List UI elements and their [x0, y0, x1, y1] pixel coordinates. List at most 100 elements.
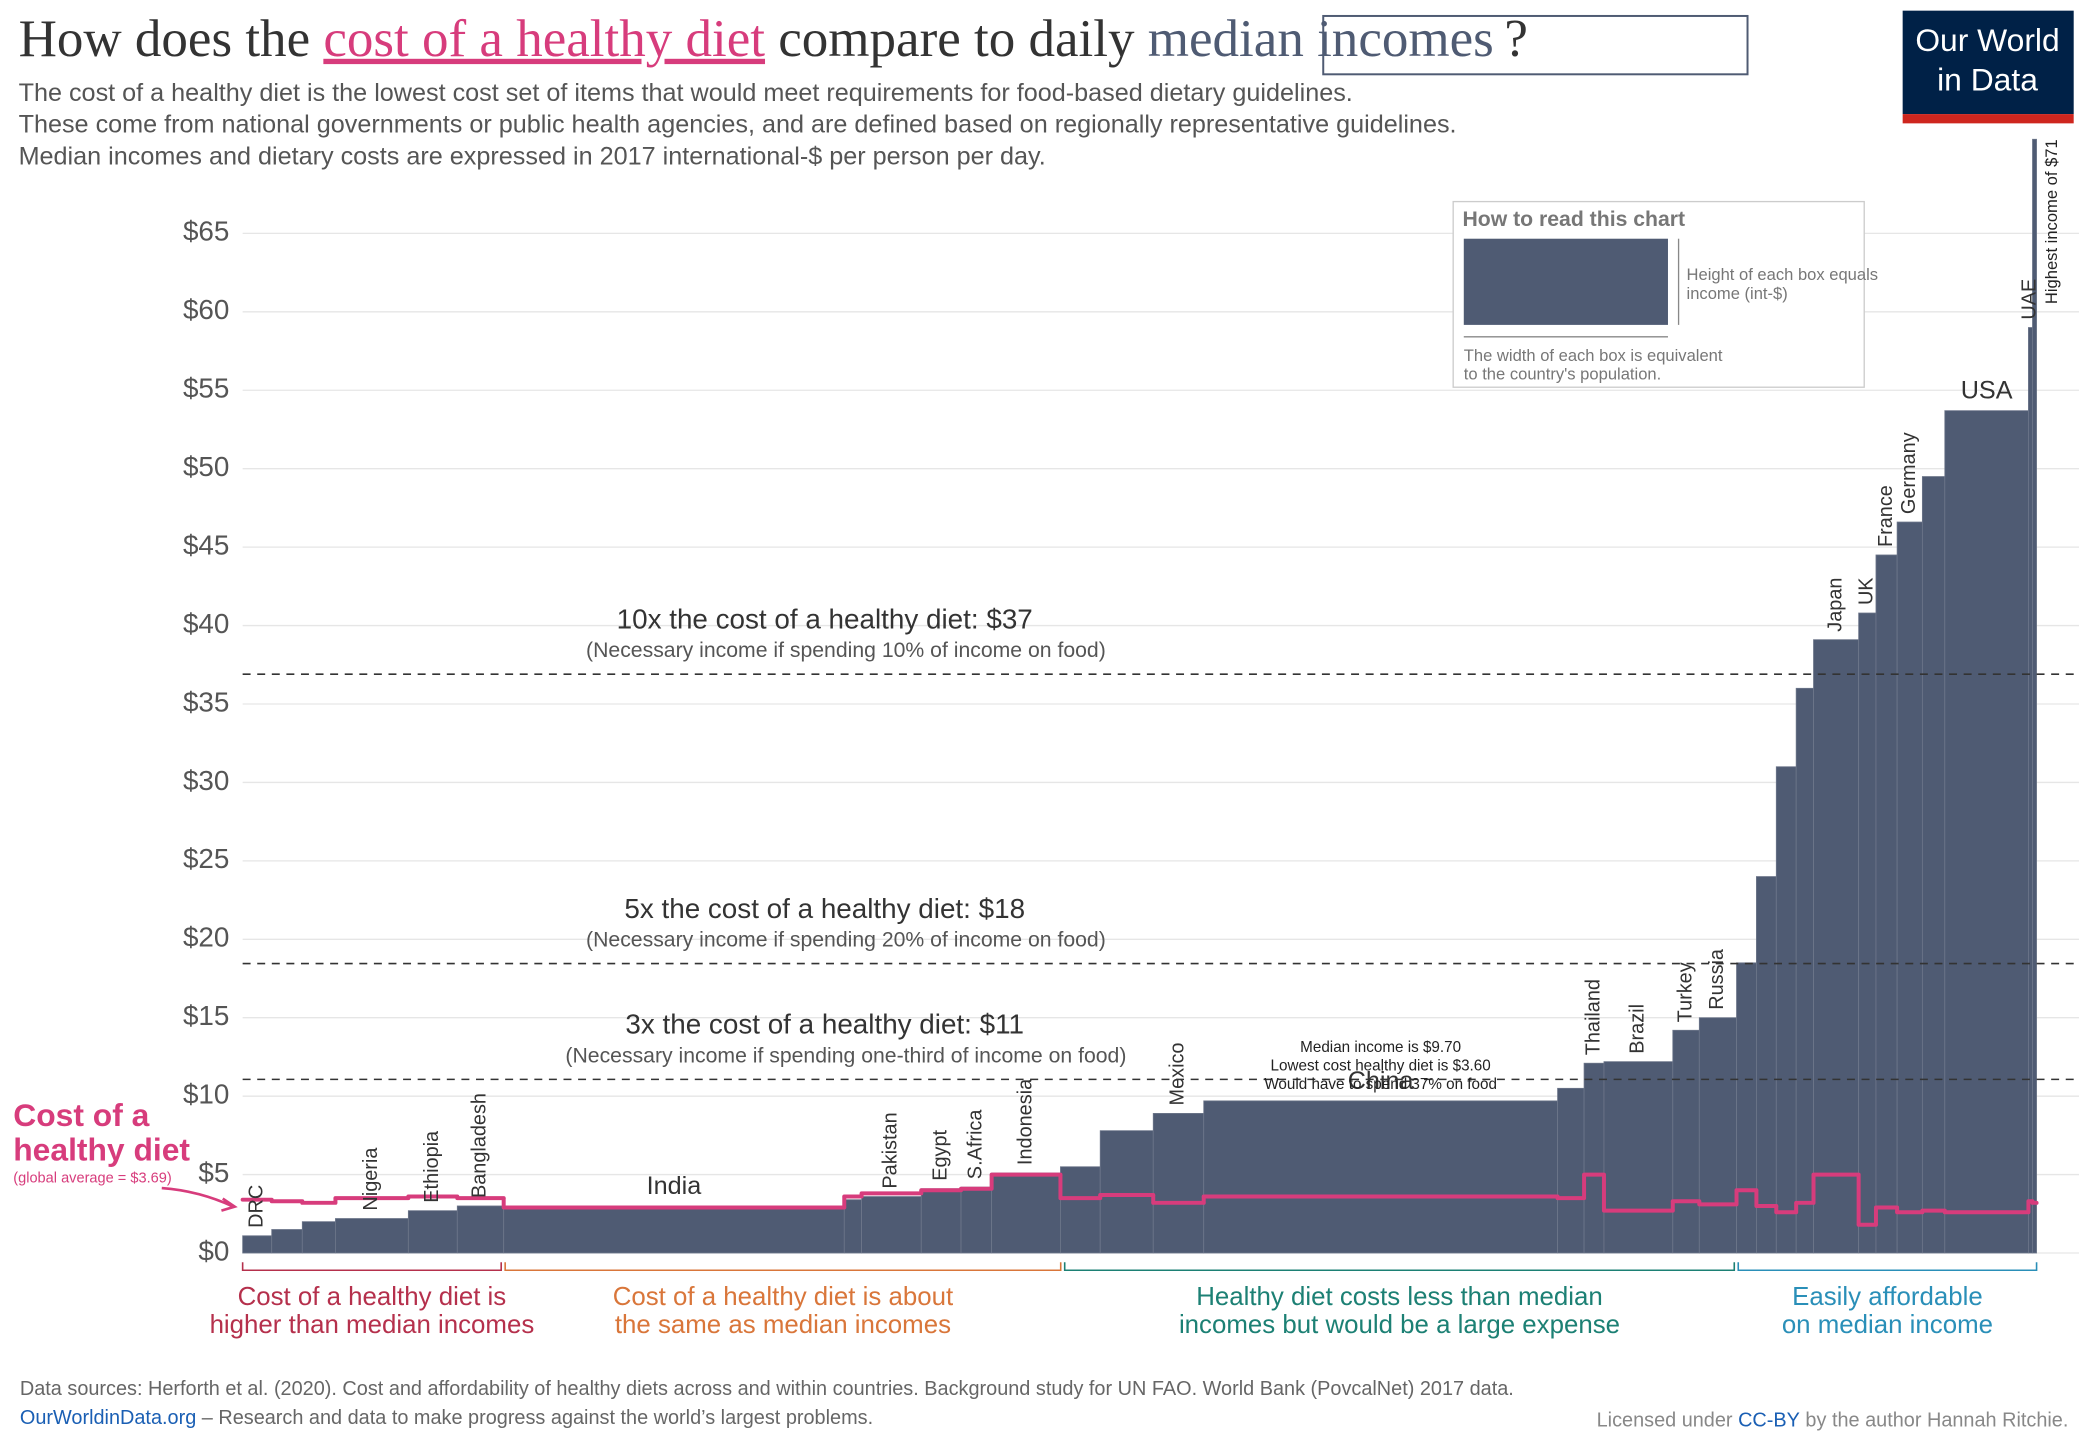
chart-title: How does the cost of a healthy diet comp… — [19, 10, 1528, 68]
how-to-read-text: to the country's population. — [1464, 365, 1661, 384]
china-note: Would have to spend 37% on food — [1264, 1076, 1497, 1093]
bar — [1756, 876, 1777, 1254]
bar — [1795, 687, 1814, 1254]
bar — [920, 1188, 962, 1254]
y-tick-label: $35 — [183, 686, 229, 717]
logo-bar — [1902, 114, 2074, 124]
how-to-read-text: Height of each box equals — [1687, 265, 1879, 284]
title-part: compare to daily — [765, 10, 1148, 68]
group-label: Cost of a healthy diet is — [238, 1283, 507, 1311]
country-label: USA — [1961, 377, 2013, 405]
logo-text: Our World — [1915, 22, 2059, 58]
group-label: Cost of a healthy diet is about — [613, 1283, 954, 1311]
bar — [503, 1205, 845, 1254]
country-label: Japan — [1824, 578, 1846, 632]
bar — [335, 1218, 409, 1254]
bar — [407, 1210, 458, 1254]
license: Licensed under CC-BY by the author Hanna… — [1597, 1410, 2069, 1432]
title-highlight: median incomes — [1148, 10, 1494, 68]
y-tick-label: $65 — [183, 216, 229, 247]
how-to-read-text: income (int-$) — [1687, 284, 1788, 303]
group-label: Healthy diet costs less than median — [1196, 1283, 1603, 1311]
group-bracket — [1737, 1262, 2038, 1272]
bar — [456, 1205, 505, 1254]
subtitle: Median incomes and dietary costs are exp… — [19, 142, 1046, 170]
subtitle: These come from national governments or … — [19, 111, 1457, 139]
country-label: India — [647, 1172, 703, 1200]
country-label: Indonesia — [1014, 1078, 1036, 1165]
y-tick-label: $20 — [183, 922, 229, 953]
country-label: Brazil — [1627, 1004, 1649, 1054]
country-label: China — [1348, 1067, 1415, 1095]
bar — [1775, 766, 1797, 1254]
china-note: Median income is $9.70 — [1300, 1039, 1461, 1056]
logo[interactable] — [1902, 10, 2074, 115]
y-tick-label: $5 — [198, 1157, 229, 1188]
how-to-read-text: The width of each box is equivalent — [1464, 346, 1723, 365]
y-tick-label: $10 — [183, 1079, 229, 1110]
y-tick-label: $50 — [183, 451, 229, 482]
logo-text: in Data — [1937, 62, 2038, 98]
sources: Data sources: Herforth et al. (2020). Co… — [20, 1378, 1514, 1400]
title-part: How does the — [19, 10, 324, 68]
y-tick-label: $15 — [183, 1000, 229, 1031]
y-tick-label: $25 — [183, 843, 229, 874]
bar — [1152, 1113, 1205, 1254]
bar — [960, 1186, 993, 1254]
title-highlight: cost of a healthy diet — [323, 10, 765, 68]
country-label: France — [1875, 485, 1897, 547]
group-label: Easily affordable — [1792, 1283, 1983, 1311]
bar — [1944, 410, 2029, 1254]
bar — [271, 1229, 303, 1254]
diet-arrow — [161, 1186, 238, 1212]
subtitle: The cost of a healthy diet is the lowest… — [19, 79, 1353, 107]
country-label: Bangladesh — [469, 1093, 491, 1198]
bar — [1921, 476, 1946, 1254]
bar — [2028, 327, 2033, 1254]
group-label: incomes but would be a large expense — [1179, 1311, 1620, 1339]
bar — [991, 1172, 1061, 1254]
bar — [2032, 138, 2037, 1254]
y-tick-label: $40 — [183, 608, 229, 639]
country-label: UK — [1856, 577, 1878, 605]
how-to-read-sample — [1463, 238, 1668, 325]
country-label: S.Africa — [965, 1109, 987, 1180]
license-link[interactable]: CC-BY — [1738, 1410, 1800, 1432]
bar — [1060, 1166, 1101, 1254]
bar — [301, 1221, 336, 1254]
group-bracket — [1063, 1262, 1736, 1272]
bar — [242, 1235, 273, 1254]
country-label: Thailand — [1582, 979, 1604, 1055]
bar — [1099, 1130, 1154, 1254]
country-label: Nigeria — [360, 1147, 382, 1211]
reference-note: (Necessary income if spending 10% of inc… — [586, 639, 1106, 662]
country-label: Russia — [1706, 948, 1728, 1010]
y-tick-label: $60 — [183, 294, 229, 325]
license-text: Licensed under — [1597, 1410, 1738, 1432]
country-label: Egypt — [929, 1129, 951, 1180]
bar — [1698, 1017, 1737, 1254]
y-tick-label: $55 — [183, 373, 229, 404]
site-link[interactable]: OurWorldinData.org — [20, 1407, 196, 1429]
title-part: ? — [1504, 10, 1528, 68]
country-label: Ethiopia — [421, 1130, 443, 1203]
china-note: Lowest cost healthy diet is $3.60 — [1271, 1057, 1491, 1074]
country-label: Turkey — [1674, 962, 1696, 1022]
group-label: the same as median incomes — [615, 1311, 951, 1339]
bar — [861, 1196, 922, 1254]
bar — [1603, 1061, 1674, 1254]
group-label: on median income — [1782, 1311, 1993, 1339]
country-label: DRC — [245, 1185, 267, 1228]
reference-label: 10x the cost of a healthy diet: $37 — [617, 604, 1033, 635]
how-to-read-title: How to read this chart — [1462, 208, 1685, 231]
y-tick-label: $30 — [183, 765, 229, 796]
diet-note: (global average = $3.69) — [13, 1171, 171, 1187]
bar — [1858, 612, 1877, 1254]
country-label: UAE — [2019, 279, 2041, 320]
reference-note: (Necessary income if spending 20% of inc… — [586, 929, 1106, 952]
bar — [1875, 554, 1898, 1254]
license-text: by the author Hannah Ritchie. — [1800, 1410, 2068, 1432]
group-bracket — [241, 1262, 502, 1272]
group-bracket — [504, 1262, 1062, 1272]
